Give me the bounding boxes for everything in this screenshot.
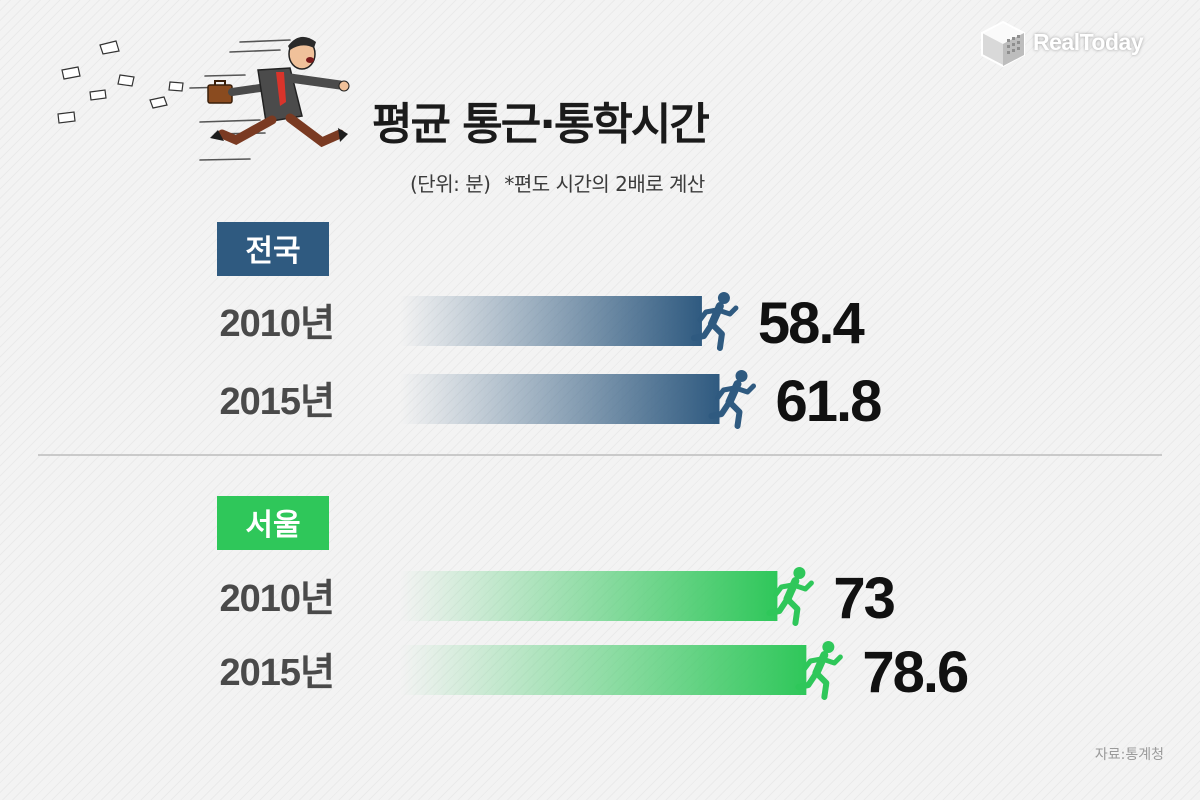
brand-name: RealToday [1033, 29, 1144, 55]
running-person-icon [690, 292, 739, 351]
unit-label: (단위: 분) [410, 172, 491, 196]
subtitle: (단위: 분) *편도 시간의 2배로 계산 [410, 168, 705, 197]
realtoday-cube-logo-icon [981, 20, 1025, 68]
value-label: 78.6 [862, 640, 968, 705]
bar [400, 571, 778, 621]
calculation-note: *편도 시간의 2배로 계산 [504, 172, 705, 196]
year-label: 2015년 [220, 652, 335, 694]
running-businessman-illustration [57, 36, 350, 161]
year-label: 2015년 [220, 381, 335, 423]
running-person-icon [766, 567, 814, 626]
bar [400, 296, 702, 346]
bar [400, 645, 807, 695]
brand-logo: RealToday [978, 20, 1178, 68]
running-person-icon [795, 641, 843, 700]
value-label: 58.4 [758, 291, 865, 356]
bar [400, 374, 720, 424]
year-label: 2010년 [220, 303, 335, 345]
value-label: 61.8 [776, 369, 882, 434]
section-badge-label: 전국 [245, 234, 300, 269]
section-badge-bg [217, 496, 329, 550]
page-title: 평균 통근·통학시간 [372, 99, 710, 150]
section-badge-bg [217, 222, 329, 276]
value-label: 73 [833, 566, 894, 631]
source-note: 자료:통계청 [1094, 747, 1164, 763]
year-label: 2010년 [220, 578, 335, 620]
running-person-icon [708, 370, 757, 429]
section-badge-label: 서울 [245, 508, 300, 543]
